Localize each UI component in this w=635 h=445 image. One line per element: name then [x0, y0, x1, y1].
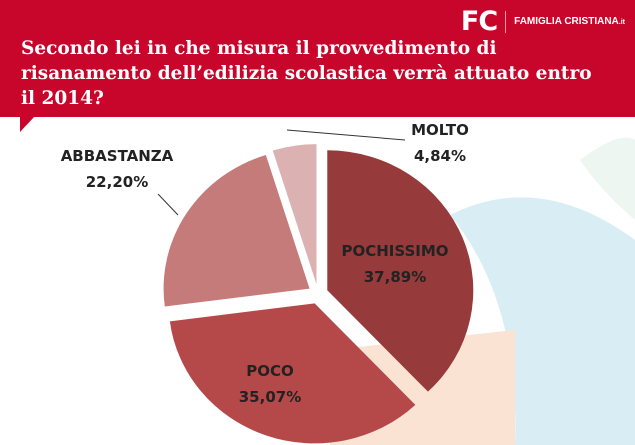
- logo-mark: FC: [460, 6, 498, 37]
- label-value: 22,20%: [85, 173, 149, 191]
- slice-label-molto: MOLTO 4,84%: [395, 117, 485, 169]
- logo-name-text: FAMIGLIA CRISTIANA: [514, 16, 619, 27]
- label-name: POCHISSIMO: [341, 242, 449, 260]
- bg-shape-blue: [450, 197, 635, 445]
- logo-divider: [505, 10, 507, 33]
- label-name: MOLTO: [411, 121, 469, 139]
- label-value: 4,84%: [413, 147, 467, 165]
- bg-shape-light: [580, 137, 635, 220]
- pie-slice-abbastanza: [163, 155, 310, 307]
- slice-label-abbastanza: ABBASTANZA 22,20%: [52, 143, 182, 195]
- pie-slice-molto: [272, 144, 317, 285]
- logo-name: FAMIGLIA CRISTIANA.it: [514, 16, 625, 27]
- label-name: ABBASTANZA: [60, 147, 174, 165]
- label-name: POCO: [246, 362, 294, 380]
- label-value: 37,89%: [363, 268, 427, 286]
- header-banner: FC FAMIGLIA CRISTIANA.it Secondo lei in …: [0, 0, 635, 117]
- question-title: Secondo lei in che misura il provvedimen…: [21, 38, 592, 109]
- logo-suffix: .it: [618, 19, 625, 26]
- pie-slice-poco: [169, 303, 416, 444]
- banner-tail: [20, 116, 35, 132]
- famiglia-cristiana-logo[interactable]: FC FAMIGLIA CRISTIANA.it: [461, 6, 625, 37]
- leader-line-abbastanza: [157, 193, 179, 216]
- slice-label-pochissimo: POCHISSIMO 37,89%: [330, 238, 460, 290]
- label-value: 35,07%: [238, 388, 302, 406]
- leader-line-molto: [286, 129, 406, 141]
- pie-slice-pochissimo: [327, 150, 474, 392]
- slice-label-poco: POCO 35,07%: [215, 358, 325, 410]
